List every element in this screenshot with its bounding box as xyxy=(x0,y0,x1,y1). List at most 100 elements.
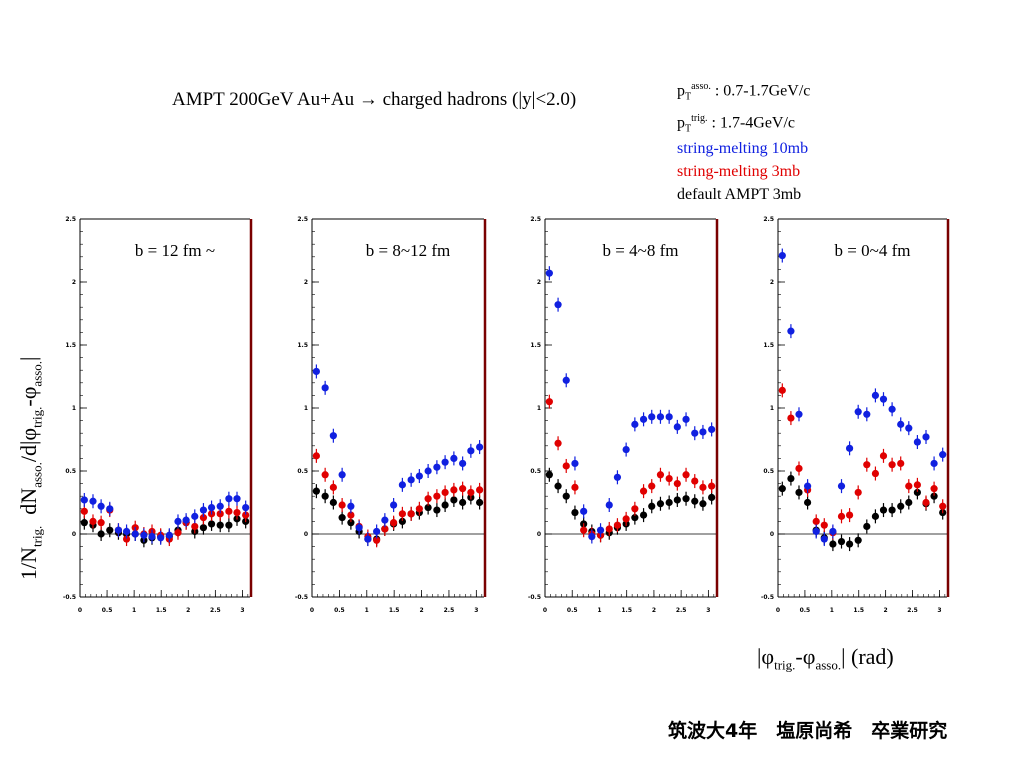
data-point xyxy=(545,398,553,406)
data-point xyxy=(97,502,105,510)
data-point xyxy=(795,464,803,473)
data-point xyxy=(673,480,681,488)
data-point xyxy=(897,420,905,428)
x-tick-label: 2 xyxy=(884,607,888,614)
legend: string-melting 10mb string-melting 3mb d… xyxy=(677,137,808,206)
data-point xyxy=(450,486,458,494)
x-tick-label: 0 xyxy=(776,607,780,614)
data-point xyxy=(930,485,938,493)
data-point xyxy=(812,517,820,526)
data-point xyxy=(554,482,562,490)
data-point xyxy=(424,495,432,503)
pt-trig-sup: trig. xyxy=(691,112,708,124)
x-tick-label: 3 xyxy=(937,607,941,614)
data-point xyxy=(459,498,467,507)
y-tick-label: 0.5 xyxy=(763,468,774,475)
data-point xyxy=(415,472,423,480)
data-point xyxy=(191,522,199,531)
data-point xyxy=(648,502,656,510)
data-point xyxy=(321,471,329,479)
data-point xyxy=(373,527,381,536)
data-point xyxy=(97,530,105,538)
data-point xyxy=(639,487,648,495)
data-point xyxy=(364,535,372,543)
data-point xyxy=(648,482,656,490)
y-tick-label: 2.5 xyxy=(763,216,774,223)
data-point xyxy=(450,496,458,504)
data-point xyxy=(467,447,475,455)
plot-panel-1: -0.500.511.522.50 0.5 1 1.5 2 2.5 3b = 12 fm ~ xyxy=(63,216,253,614)
data-point xyxy=(122,535,131,543)
data-point xyxy=(114,526,123,534)
pt-asso-value: : 0.7-1.7GeV/c xyxy=(714,82,811,100)
data-point xyxy=(863,461,871,469)
data-point xyxy=(225,495,233,503)
data-point xyxy=(207,503,216,512)
data-point xyxy=(106,526,114,534)
data-point xyxy=(708,482,716,490)
y-tick-label: 0 xyxy=(770,531,774,538)
x-tick-label: 0 xyxy=(78,607,82,614)
data-point xyxy=(708,425,716,434)
data-point xyxy=(795,488,803,497)
data-point xyxy=(321,384,329,392)
data-point xyxy=(888,405,896,413)
data-point xyxy=(631,420,639,428)
data-point xyxy=(905,498,913,507)
x-axis-label: |φtrig.-φasso.| (rad) xyxy=(757,644,894,673)
xlabel-part: - xyxy=(795,644,803,669)
y-tick-label: 2 xyxy=(537,279,541,286)
x-tick-label: 1 xyxy=(132,607,136,614)
legend-entry-sm3: string-melting 3mb xyxy=(677,163,801,180)
ylabel-part: asso. xyxy=(29,360,45,387)
data-point xyxy=(656,413,665,421)
x-tick-label: 1.5 xyxy=(621,607,632,614)
data-point xyxy=(398,510,406,518)
data-point xyxy=(476,498,484,507)
data-point xyxy=(329,483,337,491)
data-point xyxy=(441,488,449,497)
data-point xyxy=(174,529,182,537)
y-tick-label: -0.5 xyxy=(761,594,774,601)
plot-panel-3: -0.500.511.522.50 0.5 1 1.5 2 2.5 3b = 4~8 fm xyxy=(528,216,719,614)
kinematic-cuts: pTasso. : 0.7-1.7GeV/c pTtrig. : 1.7-4Ge… xyxy=(677,76,810,139)
ylabel-part: dN xyxy=(16,487,41,515)
data-point xyxy=(656,500,665,508)
data-point xyxy=(80,507,88,515)
data-point xyxy=(80,519,88,527)
panel-label: b = 12 fm ~ xyxy=(135,241,215,260)
data-point xyxy=(622,445,630,454)
data-point xyxy=(888,506,896,514)
y-tick-label: 1.5 xyxy=(763,342,774,349)
data-point xyxy=(571,508,579,517)
x-tick-label: 1.5 xyxy=(389,607,400,614)
data-point xyxy=(845,444,854,452)
x-tick-label: 0.5 xyxy=(102,607,113,614)
data-point xyxy=(433,506,441,514)
data-point xyxy=(338,514,346,522)
data-point xyxy=(879,506,888,514)
x-tick-label: 1 xyxy=(597,607,601,614)
data-point xyxy=(682,495,690,503)
data-point xyxy=(691,477,699,485)
data-point xyxy=(639,415,648,423)
pt-trig-cut: pTtrig. : 1.7-4GeV/c xyxy=(677,108,810,140)
x-tick-label: 0.5 xyxy=(567,607,578,614)
data-point xyxy=(804,482,812,490)
data-point xyxy=(182,516,190,524)
data-point xyxy=(347,519,355,527)
data-point xyxy=(415,505,423,513)
x-tick-label: 1 xyxy=(830,607,834,614)
x-tick-label: 2.5 xyxy=(676,607,687,614)
data-point xyxy=(837,512,846,520)
data-point xyxy=(459,485,467,493)
data-point xyxy=(673,423,681,431)
xlabel-part: φ xyxy=(802,644,816,669)
data-point xyxy=(804,498,812,507)
data-point xyxy=(939,451,947,459)
data-point xyxy=(922,433,930,441)
data-point xyxy=(580,526,588,534)
xlabel-part: | (rad) xyxy=(841,644,894,669)
data-point xyxy=(854,488,862,497)
